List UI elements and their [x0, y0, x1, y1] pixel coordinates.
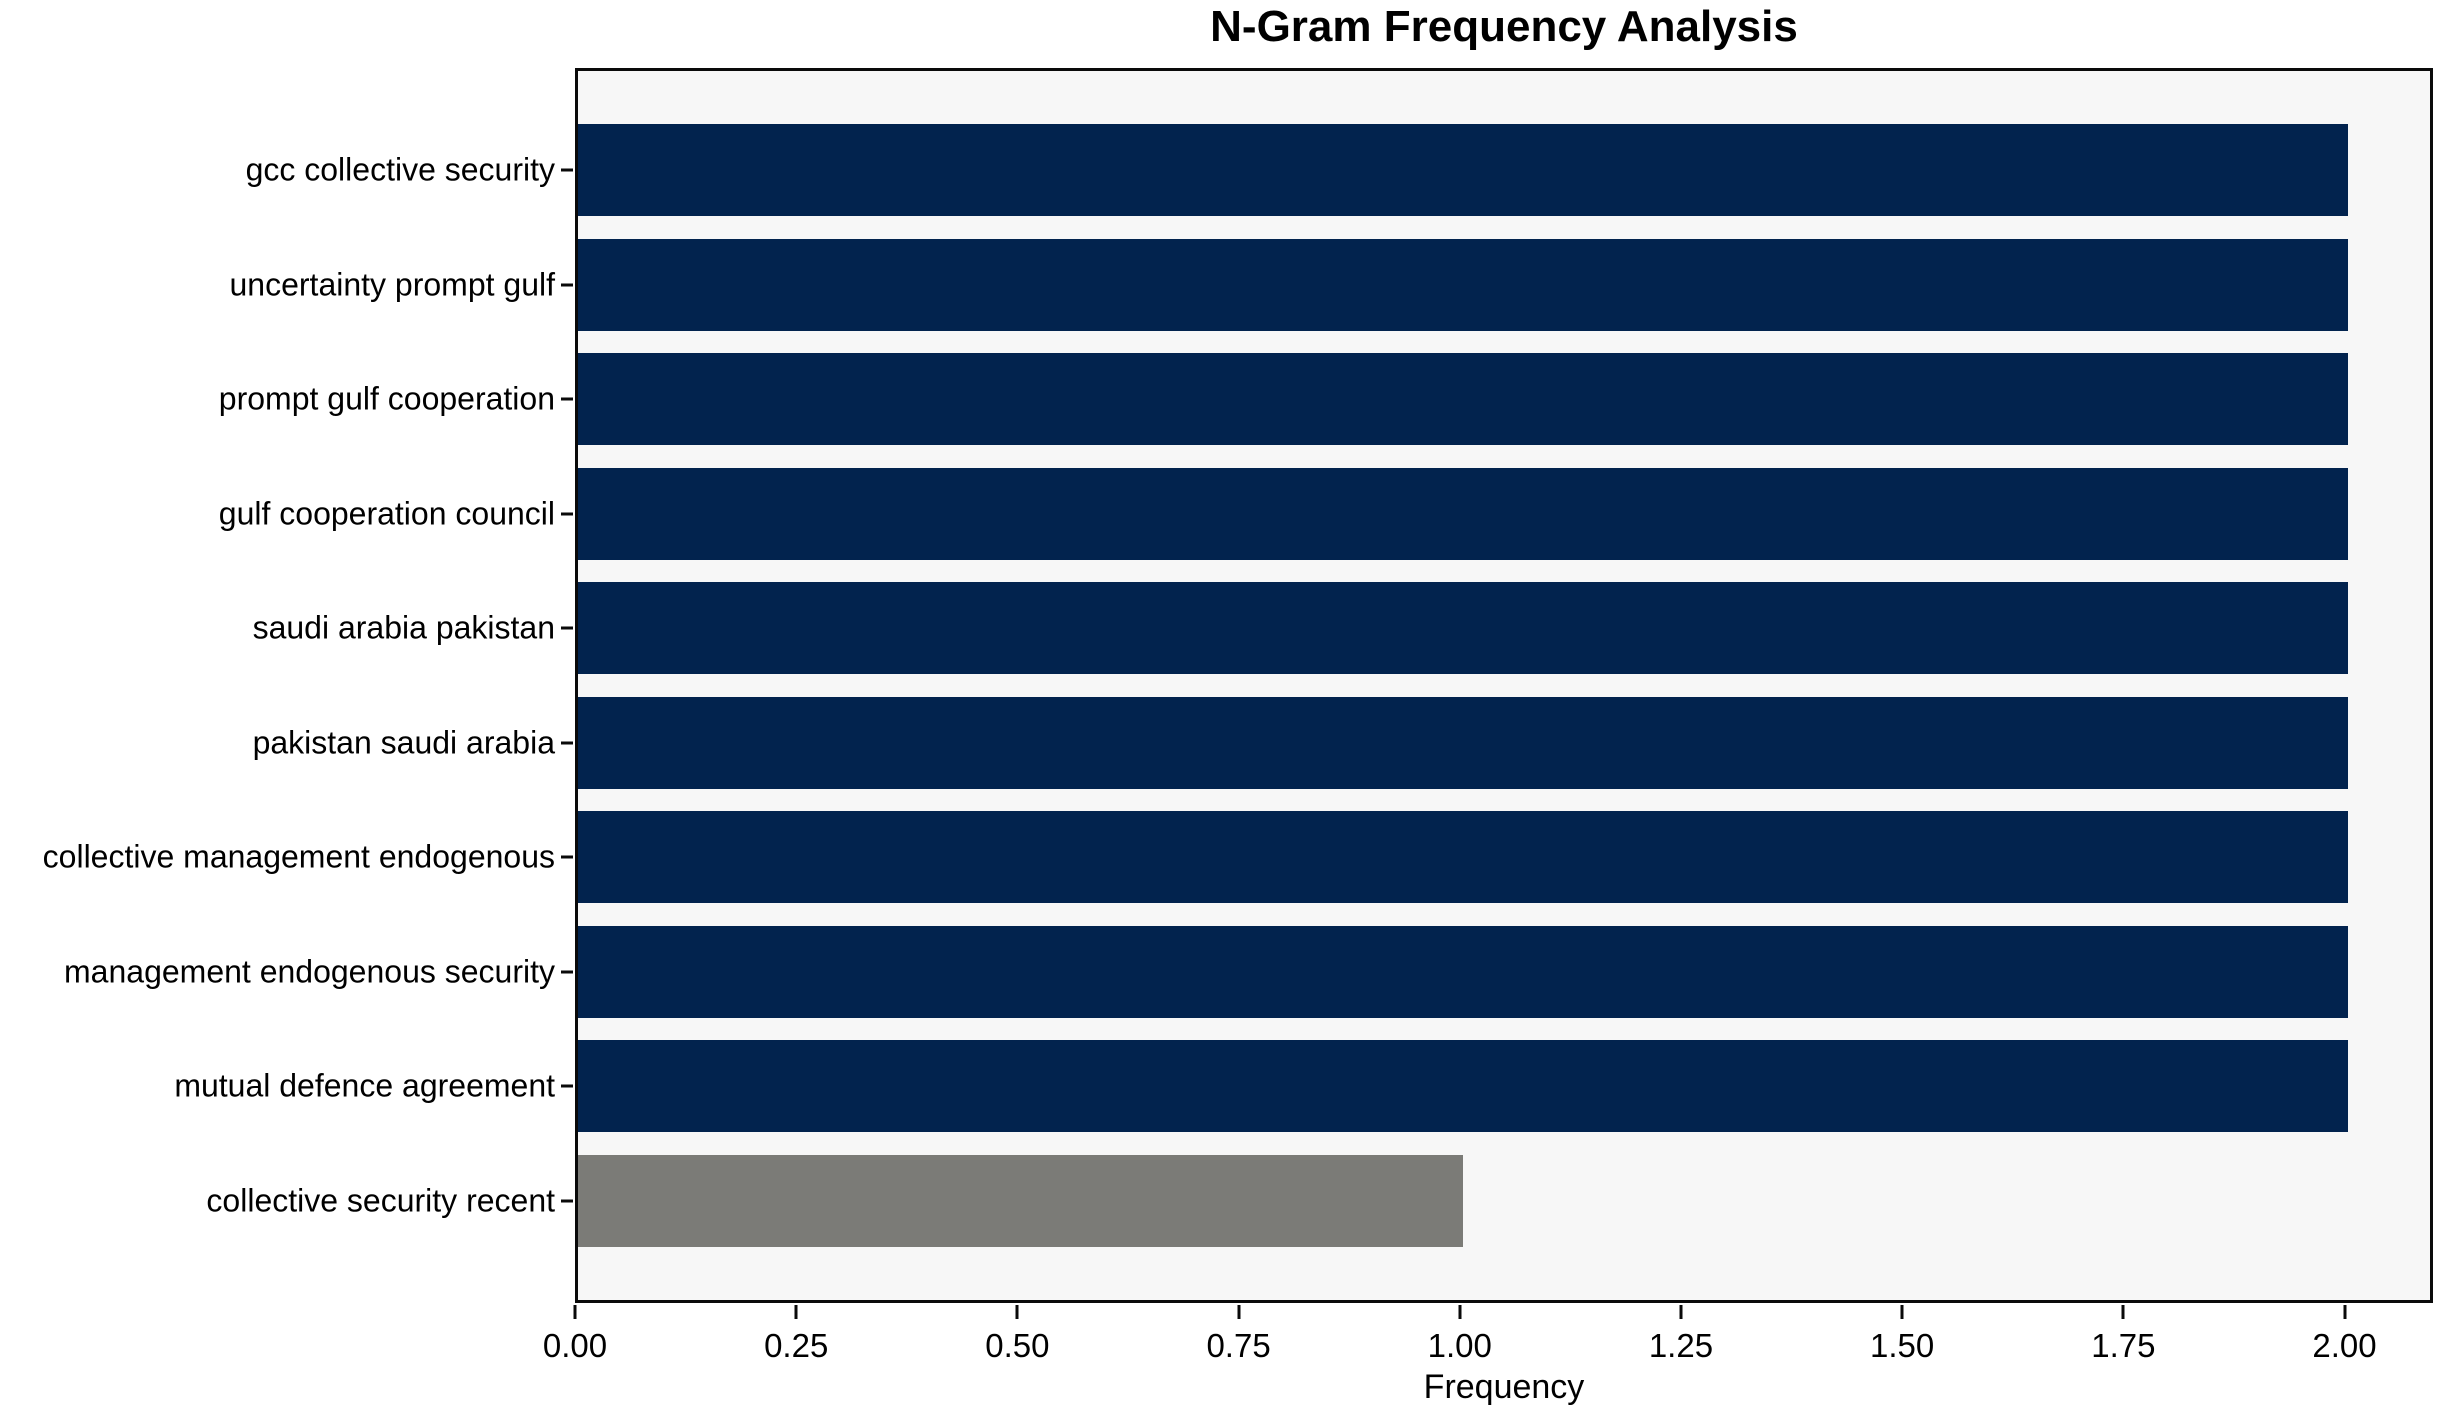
x-tick-label: 1.00: [1427, 1327, 1492, 1364]
y-tick-label: saudi arabia pakistan: [252, 609, 555, 646]
bar: [578, 123, 2348, 216]
x-tick-label: 2.00: [2312, 1327, 2377, 1364]
y-tick-mark: [561, 512, 573, 516]
y-tick-label: gcc collective security: [245, 151, 555, 188]
y-tick-mark: [561, 970, 573, 974]
y-tick-mark: [561, 1084, 573, 1088]
bar: [578, 1155, 1463, 1248]
x-tick-label: 1.25: [1648, 1327, 1714, 1364]
x-tick-label: 0.25: [764, 1327, 829, 1364]
y-tick-mark: [561, 168, 573, 172]
bar: [578, 696, 2348, 789]
x-tick-label: 0.75: [1206, 1327, 1271, 1364]
x-tick-mark: [1015, 1305, 1019, 1319]
bar: [578, 582, 2348, 675]
bar: [578, 353, 2348, 446]
plot-area: [575, 68, 2433, 1303]
x-tick-mark: [794, 1305, 798, 1319]
x-tick-mark: [2121, 1305, 2125, 1319]
x-tick-mark: [1679, 1305, 1683, 1319]
y-tick-label: uncertainty prompt gulf: [229, 266, 556, 303]
y-tick-label: gulf cooperation council: [218, 495, 555, 532]
x-tick-label: 1.75: [2091, 1327, 2156, 1364]
y-tick-label: prompt gulf cooperation: [218, 380, 555, 417]
y-tick-mark: [561, 283, 573, 287]
y-tick-label: collective security recent: [206, 1182, 555, 1219]
chart-title: N-Gram Frequency Analysis: [1210, 2, 1798, 51]
y-tick-label: pakistan saudi arabia: [252, 724, 555, 761]
bar: [578, 925, 2348, 1018]
x-tick-label: 1.50: [1870, 1327, 1935, 1364]
y-tick-mark: [561, 741, 573, 745]
y-tick-label: management endogenous security: [64, 953, 555, 990]
x-tick-mark: [2343, 1305, 2347, 1319]
x-tick-mark: [573, 1305, 577, 1319]
y-tick-label: mutual defence agreement: [174, 1067, 555, 1104]
bar: [578, 1040, 2348, 1133]
x-tick-mark: [1900, 1305, 1904, 1319]
y-tick-mark: [561, 1199, 573, 1203]
bar: [578, 811, 2348, 904]
y-tick-mark: [561, 397, 573, 401]
y-tick-mark: [561, 855, 573, 859]
x-tick-label: 0.00: [542, 1327, 608, 1364]
y-tick-mark: [561, 626, 573, 630]
x-tick-mark: [1237, 1305, 1241, 1319]
y-tick-label: collective management endogenous: [42, 838, 555, 875]
x-tick-label: 0.50: [985, 1327, 1050, 1364]
bar: [578, 467, 2348, 560]
bar: [578, 238, 2348, 331]
x-tick-mark: [1458, 1305, 1462, 1319]
x-axis-label: Frequency: [1423, 1368, 1585, 1406]
